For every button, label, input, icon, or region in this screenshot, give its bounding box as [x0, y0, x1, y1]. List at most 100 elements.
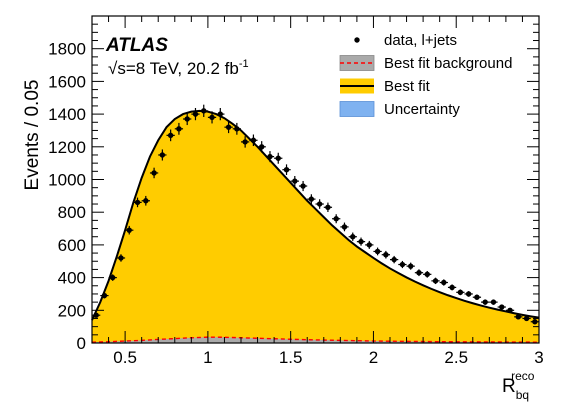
- legend: data, l+jets Best fit background Best fit U…: [339, 32, 512, 118]
- data-point: [92, 312, 101, 318]
- data-point-marker: [308, 196, 315, 202]
- data-point-marker: [482, 299, 488, 305]
- ticks-layer: 0.5 1 1.5 2 2.5 3 0 200 400 600 800 1000 1200 1400 160…: [48, 16, 544, 367]
- data-point-marker: [151, 170, 157, 176]
- data-point-marker: [432, 278, 439, 284]
- data-point-marker: [126, 227, 132, 233]
- data-point: [183, 112, 192, 126]
- y-tick-label: 1200: [48, 138, 86, 157]
- background-area: [92, 337, 539, 343]
- data-point: [323, 202, 333, 213]
- data-point-marker: [325, 204, 331, 210]
- data-point-marker: [350, 234, 356, 240]
- fill-layer: [92, 110, 539, 343]
- legend-entry: Uncertainty: [339, 101, 460, 118]
- y-axis-label: Events / 0.05: [22, 80, 43, 191]
- data-point: [340, 222, 349, 232]
- data-point-marker: [134, 199, 141, 206]
- energy-text: s=8 TeV, 20.2 fb: [117, 59, 238, 78]
- legend-data-marker: [354, 37, 360, 43]
- data-point-marker: [275, 155, 281, 161]
- data-point: [530, 319, 539, 325]
- data-point: [116, 254, 126, 262]
- data-point-marker: [267, 153, 273, 160]
- data-point-marker: [93, 312, 99, 318]
- data-point: [274, 152, 283, 164]
- x-axis-label-sub: bq: [516, 388, 529, 402]
- data-point: [514, 314, 523, 320]
- y-tick-label: 1400: [48, 105, 86, 124]
- luminosity-exponent: -1: [239, 58, 249, 70]
- data-point: [199, 104, 208, 117]
- y-tick-label: 1600: [48, 72, 86, 91]
- data-point-marker: [507, 307, 513, 313]
- energy-luminosity-label: √s=8 TeV, 20.2 fb-1: [108, 58, 249, 78]
- data-point-marker: [416, 269, 422, 276]
- data-point-marker: [499, 304, 505, 310]
- data-point-marker: [341, 224, 348, 230]
- y-tick-label: 400: [58, 269, 86, 288]
- data-point-marker: [465, 291, 472, 297]
- data-point-marker: [457, 289, 464, 296]
- x-axis-label-sup: reco: [511, 369, 535, 383]
- data-point-marker: [441, 279, 447, 286]
- legend-entry: data, l+jets: [354, 32, 457, 49]
- data-point: [456, 289, 465, 296]
- data-point: [207, 111, 217, 124]
- legend-label: data, l+jets: [384, 32, 457, 49]
- legend-label: Best fit background: [384, 55, 512, 72]
- y-tick-label: 0: [77, 334, 86, 353]
- data-point-marker: [399, 261, 406, 268]
- data-point: [174, 122, 184, 135]
- data-point: [406, 262, 415, 270]
- y-tick-label: 800: [58, 203, 86, 222]
- data-point-marker: [167, 132, 174, 139]
- data-layer: [92, 104, 539, 325]
- data-point-marker: [242, 139, 248, 145]
- data-point: [472, 294, 482, 300]
- data-point: [489, 299, 498, 305]
- data-point: [141, 195, 150, 206]
- data-point-marker: [449, 284, 455, 291]
- data-point: [464, 291, 473, 297]
- data-point: [241, 136, 250, 148]
- legend-label: Best fit: [384, 78, 431, 95]
- data-point: [431, 277, 440, 285]
- data-point: [398, 260, 407, 269]
- data-point-marker: [366, 242, 373, 248]
- atlas-label: ATLAS: [105, 35, 168, 56]
- data-point-marker: [184, 116, 190, 122]
- data-point: [125, 225, 134, 235]
- data-point: [108, 274, 117, 281]
- x-tick-label: 2: [369, 348, 378, 367]
- y-tick-label: 1800: [48, 40, 86, 59]
- x-axis-label-main: R: [502, 376, 516, 397]
- data-point-marker: [383, 252, 389, 258]
- data-point-marker: [201, 108, 207, 114]
- data-point-marker: [391, 256, 397, 263]
- data-point-marker: [159, 152, 166, 158]
- data-point-marker: [225, 124, 232, 130]
- data-point: [133, 197, 142, 208]
- y-tick-label: 1000: [48, 171, 86, 190]
- x-tick-label: 2.5: [444, 348, 468, 367]
- data-point-marker: [209, 114, 215, 121]
- x-axis-label: Rbq reco: [502, 369, 535, 402]
- data-point-marker: [283, 166, 290, 173]
- data-point: [439, 279, 448, 286]
- data-point-marker: [316, 201, 323, 207]
- data-point: [265, 151, 275, 163]
- y-tick-label: 600: [58, 236, 86, 255]
- data-point: [414, 269, 424, 277]
- data-point-marker: [109, 274, 116, 281]
- data-point: [149, 167, 159, 179]
- legend-uncertainty-swatch: [339, 101, 375, 117]
- best-fit-curve: [91, 109, 540, 321]
- data-point-marker: [490, 299, 497, 305]
- data-point-marker: [192, 111, 199, 117]
- data-point-marker: [407, 263, 414, 269]
- data-point: [224, 121, 233, 134]
- data-point: [381, 250, 390, 259]
